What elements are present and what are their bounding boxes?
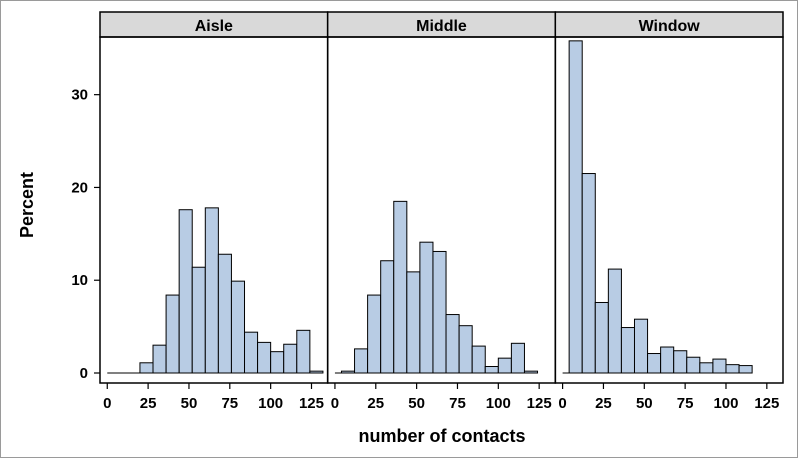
- histogram-bar: [510, 342, 525, 374]
- histogram-bar: [244, 331, 259, 374]
- histogram-bar: [432, 250, 447, 374]
- histogram-bar: [647, 353, 662, 374]
- histogram-bar: [270, 351, 285, 374]
- axes-layer: 0 10 20 30: [71, 87, 100, 382]
- x-tick-label: 0: [331, 395, 339, 412]
- histogram-bar: [204, 207, 219, 374]
- histogram-bar: [165, 294, 180, 374]
- x-tick-label: 25: [140, 395, 157, 412]
- histogram-bar: [152, 344, 167, 374]
- histogram-bar: [283, 343, 298, 374]
- y-tick-label: 30: [71, 87, 88, 104]
- histogram-bar: [712, 358, 727, 374]
- histogram-bar: [673, 350, 688, 374]
- histogram-bar: [445, 314, 460, 374]
- histogram-bar: [139, 362, 154, 374]
- bar-series: [340, 200, 539, 374]
- histogram-bar: [178, 209, 193, 374]
- histogram-bar: [367, 294, 382, 374]
- x-tick-label: 0: [103, 395, 111, 412]
- bar-series: [139, 207, 324, 374]
- histogram-bar: [497, 357, 512, 374]
- panel-window: Window 0 25 50 75 100 125: [554, 11, 784, 412]
- x-tick-label: 25: [595, 395, 612, 412]
- x-tick-label: 125: [299, 395, 324, 412]
- x-tick-label: 75: [449, 395, 466, 412]
- histogram-bar: [607, 268, 622, 374]
- x-axis-title: number of contacts: [358, 426, 525, 446]
- histogram-bar: [660, 346, 675, 374]
- histogram-bar: [620, 327, 635, 374]
- x-tick-label: 50: [636, 395, 653, 412]
- x-tick-label: 25: [367, 395, 384, 412]
- histogram-bar: [523, 370, 539, 374]
- y-tick-label: 20: [71, 179, 88, 196]
- histogram-bar: [230, 280, 246, 374]
- x-tick-label: 100: [486, 395, 511, 412]
- x-tick-label: 100: [258, 395, 283, 412]
- histogram-bar: [699, 362, 714, 374]
- x-tick-label: 75: [677, 395, 694, 412]
- x-tick-label: 125: [527, 395, 552, 412]
- histogram-bar: [738, 365, 753, 374]
- panel-strip-label: Middle: [416, 18, 467, 35]
- histogram-bar: [354, 348, 369, 374]
- panel-frame: [554, 36, 784, 384]
- x-tick-label: 50: [408, 395, 425, 412]
- histogram-bar: [568, 40, 583, 374]
- histogram-bar: [725, 364, 740, 374]
- histogram-bar: [419, 241, 434, 374]
- panel-middle: Middle 0 25 50 75 100 125: [326, 11, 557, 412]
- histogram-bar: [309, 370, 324, 374]
- x-tick-label: 50: [181, 395, 198, 412]
- histogram-bar: [633, 318, 649, 374]
- bar-series: [568, 40, 753, 374]
- histogram-bar: [471, 345, 486, 374]
- histogram-bar: [686, 356, 701, 374]
- panel-strip-label: Aisle: [195, 18, 233, 35]
- y-tick-label: 10: [71, 272, 88, 289]
- y-axis-title: Percent: [17, 172, 37, 238]
- panel-strip: [99, 11, 329, 38]
- x-tick-label: 125: [754, 395, 779, 412]
- histogram-bar: [594, 301, 609, 374]
- histogram-bar: [393, 200, 408, 374]
- y-tick-label: 0: [80, 365, 88, 382]
- panel-strip: [554, 11, 784, 38]
- histogram-bar: [581, 173, 596, 374]
- x-tick-label: 0: [558, 395, 566, 412]
- histogram-bar: [257, 341, 272, 374]
- panel-strip-label: Window: [639, 18, 701, 35]
- histogram-bar: [191, 266, 206, 374]
- histogram-bar: [484, 366, 499, 374]
- histogram-bar: [296, 329, 311, 374]
- histogram-bar: [217, 253, 232, 374]
- histogram-bar: [406, 271, 421, 374]
- histogram-bar: [340, 370, 356, 374]
- x-tick-label: 75: [221, 395, 238, 412]
- panel-aisle: Aisle 0 25 50 75 100 125: [99, 11, 329, 412]
- histogram-bar: [380, 260, 395, 374]
- histogram-bar: [458, 325, 473, 374]
- x-tick-label: 100: [713, 395, 738, 412]
